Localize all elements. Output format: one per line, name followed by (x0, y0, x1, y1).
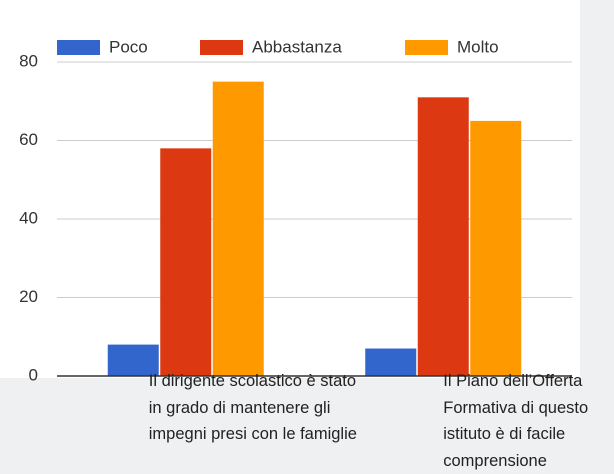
bar (417, 97, 469, 376)
x-tick-label: Il dirigente scolastico è stato in grado… (148, 372, 357, 443)
legend-swatch (57, 40, 100, 55)
y-tick-label: 80 (19, 51, 38, 70)
x-tick-label: Il Piano dell’Offerta Formativa di quest… (443, 372, 589, 470)
bar (107, 344, 159, 376)
legend-label: Abbastanza (252, 37, 342, 56)
y-tick-label: 20 (19, 287, 38, 306)
y-tick-label: 0 (29, 365, 38, 384)
bar (160, 148, 212, 376)
y-tick-label: 40 (19, 208, 38, 227)
bar (470, 120, 522, 376)
legend-label: Poco (109, 37, 148, 56)
y-tick-label: 60 (19, 130, 38, 149)
legend-swatch (405, 40, 448, 55)
bar (365, 348, 417, 376)
bar (212, 81, 264, 376)
legend-label: Molto (457, 37, 499, 56)
legend-swatch (200, 40, 243, 55)
